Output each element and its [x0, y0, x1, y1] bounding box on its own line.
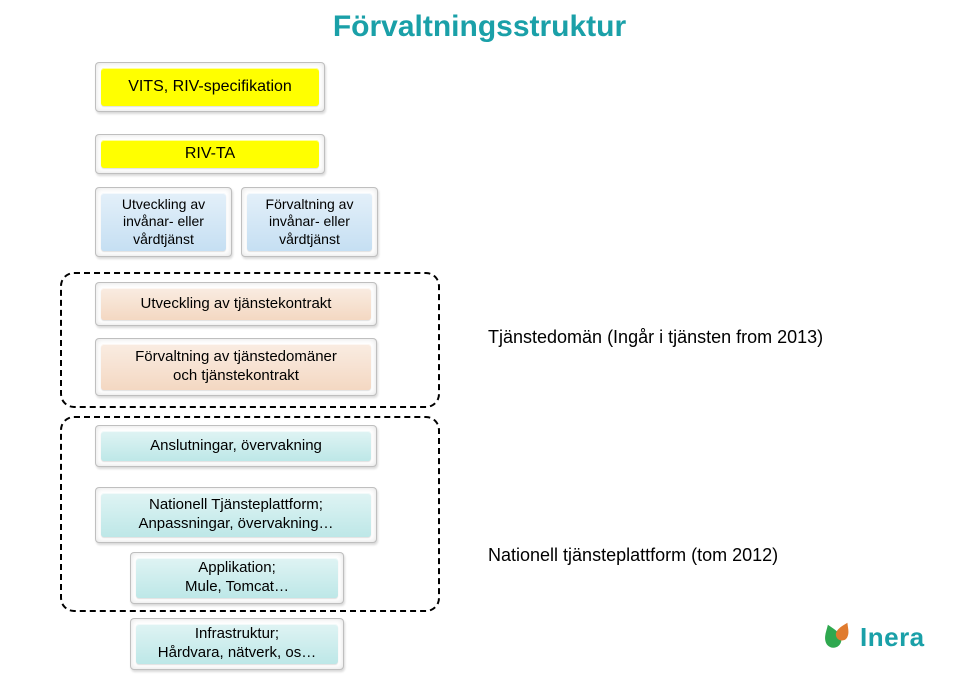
box-anslut-inner: Anslutningar, övervakning [101, 431, 371, 461]
box-dev-right: Förvaltning av invånar- eller vårdtjänst [241, 187, 378, 257]
box-utv-tk-inner: Utveckling av tjänstekontrakt [101, 288, 371, 320]
box-app-inner: Applikation; Mule, Tomcat… [136, 558, 338, 598]
box-forv-td-label: Förvaltning av tjänstedomäner och tjänst… [135, 348, 337, 386]
box-anslut-label: Anslutningar, övervakning [150, 437, 322, 456]
box-utv-tk-label: Utveckling av tjänstekontrakt [141, 295, 332, 314]
box-infra-inner: Infrastruktur; Hårdvara, nätverk, os… [136, 624, 338, 664]
box-rivta: RIV-TA [95, 134, 325, 174]
box-anslut: Anslutningar, övervakning [95, 425, 377, 467]
box-utv-tk: Utveckling av tjänstekontrakt [95, 282, 377, 326]
box-vits-label: VITS, RIV-specifikation [128, 77, 292, 97]
box-dev-right-label: Förvaltning av invånar- eller vårdtjänst [266, 196, 354, 249]
annotation-national-platform-text: Nationell tjänsteplattform (tom 2012) [488, 545, 778, 565]
logo: Inera [820, 620, 925, 654]
box-nat-tp: Nationell Tjänsteplattform; Anpassningar… [95, 487, 377, 543]
logo-text: Inera [860, 622, 925, 653]
box-forv-td-inner: Förvaltning av tjänstedomäner och tjänst… [101, 344, 371, 390]
box-app-label: Applikation; Mule, Tomcat… [185, 559, 289, 597]
logo-icon [820, 620, 854, 654]
box-vits-inner: VITS, RIV-specifikation [101, 68, 319, 106]
box-infra-label: Infrastruktur; Hårdvara, nätverk, os… [158, 625, 316, 663]
box-vits: VITS, RIV-specifikation [95, 62, 325, 112]
box-dev-left: Utveckling av invånar- eller vårdtjänst [95, 187, 232, 257]
box-forv-td: Förvaltning av tjänstedomäner och tjänst… [95, 338, 377, 396]
box-rivta-label: RIV-TA [185, 144, 235, 164]
box-rivta-inner: RIV-TA [101, 140, 319, 168]
page-title-text: Förvaltningsstruktur [333, 10, 626, 43]
annotation-service-domain-text: Tjänstedomän (Ingår i tjänsten from 2013… [488, 327, 823, 347]
page-title: Förvaltningsstruktur [0, 10, 959, 44]
box-app: Applikation; Mule, Tomcat… [130, 552, 344, 604]
box-dev-left-label: Utveckling av invånar- eller vårdtjänst [122, 196, 205, 249]
box-nat-tp-inner: Nationell Tjänsteplattform; Anpassningar… [101, 493, 371, 537]
box-infra: Infrastruktur; Hårdvara, nätverk, os… [130, 618, 344, 670]
box-nat-tp-label: Nationell Tjänsteplattform; Anpassningar… [138, 496, 333, 534]
box-dev-left-inner: Utveckling av invånar- eller vårdtjänst [101, 193, 226, 251]
annotation-service-domain: Tjänstedomän (Ingår i tjänsten from 2013… [488, 327, 823, 348]
annotation-national-platform: Nationell tjänsteplattform (tom 2012) [488, 545, 778, 566]
box-dev-right-inner: Förvaltning av invånar- eller vårdtjänst [247, 193, 372, 251]
